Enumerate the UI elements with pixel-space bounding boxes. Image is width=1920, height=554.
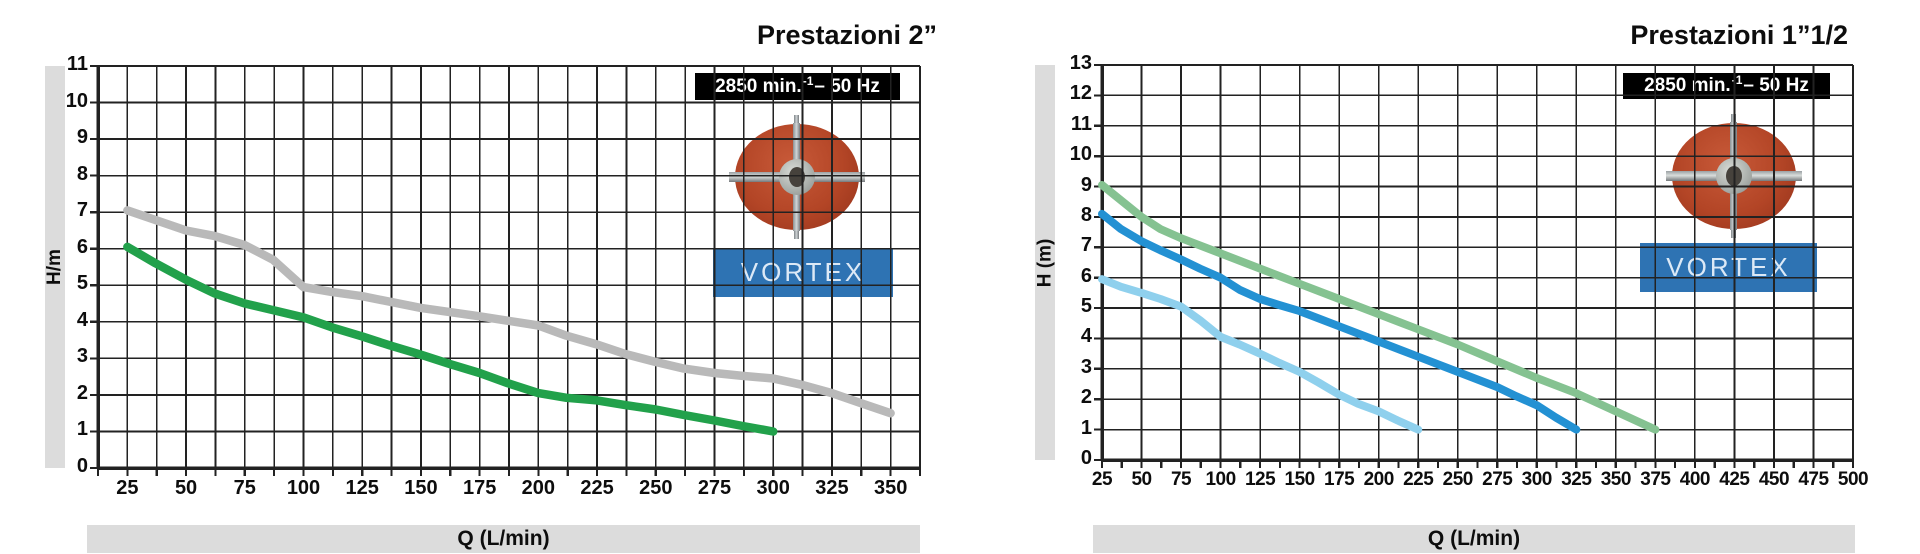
y-tick-label: 11 [1070, 112, 1092, 135]
x-tick-label: 125 [1244, 469, 1276, 490]
x-tick-label: 200 [1363, 469, 1395, 490]
x-tick-label: 75 [233, 477, 256, 499]
x-tick-label: 175 [1324, 469, 1355, 490]
y-tick-label: 7 [76, 199, 88, 222]
badge-exponent: -1 [802, 73, 814, 88]
y-tick-label: 1 [1080, 416, 1092, 439]
plot-area [90, 64, 922, 476]
x-tick-label: 325 [815, 477, 849, 499]
y-tick-label: 9 [76, 126, 88, 149]
y-tick-label: 1 [76, 418, 88, 441]
y-tick-label: 2 [76, 381, 88, 404]
x-tick-label: 100 [286, 477, 321, 499]
x-tick-label: 175 [462, 477, 497, 499]
x-axis-title-bar: Q (L/min) [1093, 525, 1855, 553]
x-tick-label: 225 [1403, 469, 1434, 490]
y-tick-label: 6 [1080, 264, 1092, 287]
x-tick-label: 275 [1482, 469, 1513, 490]
x-tick-label: 100 [1205, 469, 1236, 490]
y-tick-label: 13 [1069, 52, 1092, 74]
x-axis-title: Q (L/min) [457, 527, 550, 550]
x-tick-label: 75 [1170, 469, 1192, 490]
y-tick-label: 8 [1080, 203, 1092, 226]
badge-frequency-text: – 50 Hz [814, 75, 880, 97]
green-curve [123, 242, 778, 436]
y-tick-label: 4 [1080, 325, 1092, 348]
y-tick-label: 3 [76, 345, 88, 368]
badge-exponent: -1 [1731, 73, 1743, 87]
x-axis-title: Q (L/min) [1427, 527, 1521, 550]
x-tick-label: 125 [345, 477, 379, 499]
x-tick-label: 300 [756, 477, 790, 499]
x-tick-label: 50 [1131, 469, 1152, 490]
x-tick-label: 425 [1719, 469, 1750, 490]
vortex-label-box: VORTEX [1640, 243, 1817, 292]
y-tick-label: 0 [1080, 447, 1092, 469]
gray-curve [123, 206, 895, 418]
x-tick-label: 200 [521, 477, 556, 499]
y-axis-title-strip: H (m) [1034, 65, 1055, 460]
x-tick-label: 375 [1640, 469, 1671, 490]
y-tick-label: 11 [66, 53, 88, 75]
x-tick-label: 450 [1758, 469, 1790, 490]
x-tick-label: 475 [1798, 469, 1829, 490]
x-tick-label: 300 [1521, 469, 1553, 490]
impeller-hub-hole [789, 167, 805, 187]
x-tick-label: 325 [1561, 469, 1592, 490]
x-tick-label: 25 [116, 477, 139, 499]
x-tick-label: 400 [1679, 469, 1711, 490]
plot-area [1094, 63, 1855, 468]
chart-title: Prestazioni 1”1/2 [1630, 20, 1848, 50]
y-axis-title: H (m) [1034, 238, 1055, 287]
green-curve [1098, 181, 1660, 434]
y-tick-label: 3 [1080, 355, 1092, 378]
y-tick-label: 5 [76, 272, 88, 295]
y-tick-label: 10 [65, 89, 88, 112]
lightblue-curve [1098, 275, 1423, 434]
y-tick-label: 8 [76, 162, 88, 185]
y-tick-label: 12 [1069, 82, 1092, 105]
x-tick-label: 500 [1837, 469, 1869, 490]
y-tick-label: 0 [76, 455, 88, 477]
x-tick-label: 25 [1091, 469, 1113, 490]
vortex-label: VORTEX [740, 257, 866, 287]
x-axis-title-bar: Q (L/min) [87, 525, 920, 553]
y-tick-label: 4 [76, 308, 88, 331]
y-axis-title-strip: H/m [44, 66, 65, 468]
x-tick-label: 250 [1442, 469, 1474, 490]
y-tick-label: 9 [1080, 173, 1092, 196]
x-tick-label: 250 [639, 477, 673, 499]
y-tick-label: 2 [1080, 386, 1092, 409]
x-tick-label: 150 [404, 477, 438, 499]
y-tick-label: 7 [1080, 234, 1092, 257]
chart-title: Prestazioni 2” [756, 20, 937, 50]
x-tick-label: 150 [1284, 469, 1316, 490]
x-tick-label: 275 [697, 477, 732, 499]
x-tick-label: 350 [873, 477, 908, 499]
y-tick-label: 5 [1080, 295, 1092, 318]
badge-frequency-text: – 50 Hz [1743, 75, 1809, 96]
speed-badge: 2850 min. -1– 50 Hz [695, 73, 900, 100]
x-tick-label: 350 [1600, 469, 1632, 490]
y-tick-label: 6 [76, 235, 88, 258]
y-tick-label: 10 [1069, 143, 1092, 166]
x-tick-label: 50 [174, 477, 198, 499]
x-tick-label: 225 [580, 477, 614, 499]
blue-curve [1098, 209, 1581, 434]
